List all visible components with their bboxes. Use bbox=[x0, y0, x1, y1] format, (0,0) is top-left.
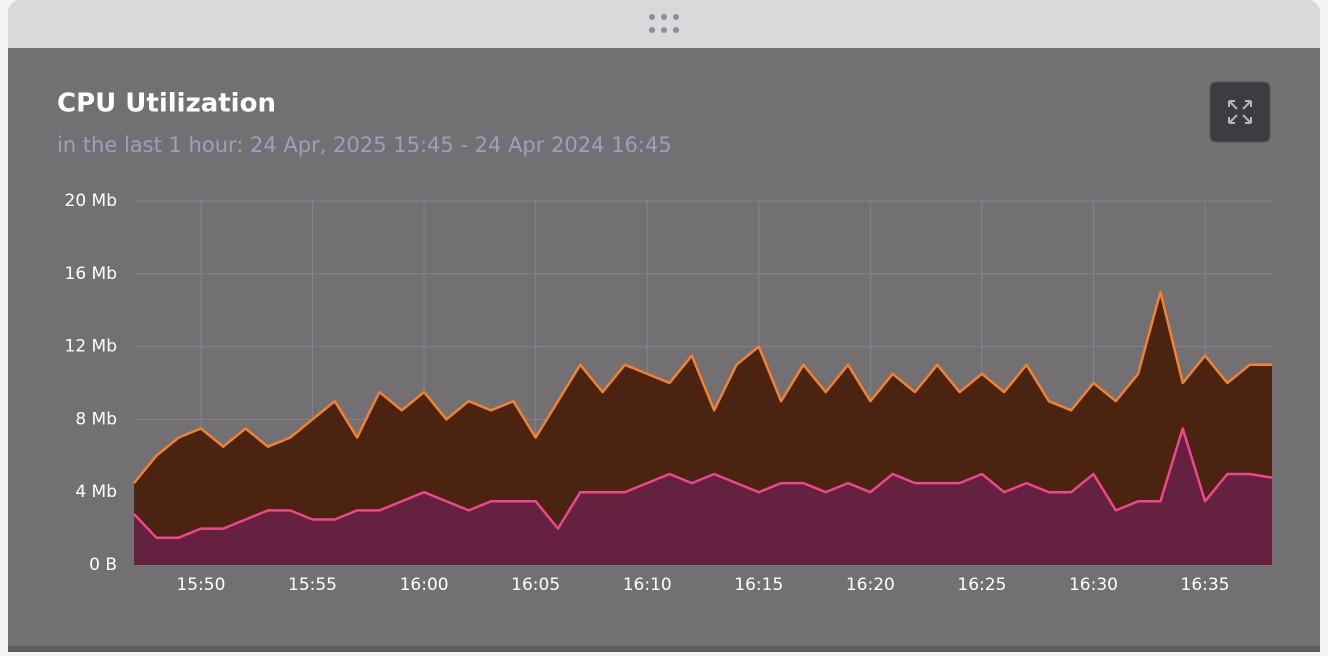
y-tick-label: 12 Mb bbox=[65, 337, 118, 357]
x-tick-label: 16:10 bbox=[623, 575, 672, 595]
y-tick-label: 8 Mb bbox=[75, 409, 117, 429]
y-tick-label: 16 Mb bbox=[65, 264, 118, 284]
x-tick-label: 16:35 bbox=[1181, 575, 1230, 595]
drag-handle[interactable] bbox=[649, 14, 679, 33]
x-tick-label: 16:05 bbox=[511, 575, 560, 595]
x-tick-label: 15:50 bbox=[176, 575, 225, 595]
x-tick-label: 16:25 bbox=[957, 575, 1006, 595]
x-tick-label: 16:15 bbox=[734, 575, 783, 595]
y-tick-label: 4 Mb bbox=[75, 482, 117, 502]
x-tick-label: 16:20 bbox=[846, 575, 895, 595]
series-line bbox=[133, 290, 1272, 484]
chart-title: CPU Utilization bbox=[57, 89, 276, 119]
series-area bbox=[134, 428, 1272, 565]
panel-edge bbox=[8, 646, 1320, 652]
y-tick-label: 20 Mb bbox=[65, 191, 118, 211]
x-tick-label: 16:00 bbox=[400, 575, 449, 595]
plot: 0 B 4 Mb 8 Mb 12 Mb 16 Mb 20 Mb 15:50 15:55 16:0… bbox=[65, 191, 1273, 595]
series-line bbox=[133, 427, 1273, 539]
x-tick-label: 15:55 bbox=[288, 575, 337, 595]
y-tick-label: 0 B bbox=[89, 555, 117, 575]
x-tick-label: 16:30 bbox=[1069, 575, 1118, 595]
expand-button[interactable] bbox=[1209, 81, 1271, 143]
chart-subtitle: in the last 1 hour: 24 Apr, 2025 15:45 -… bbox=[57, 133, 672, 157]
